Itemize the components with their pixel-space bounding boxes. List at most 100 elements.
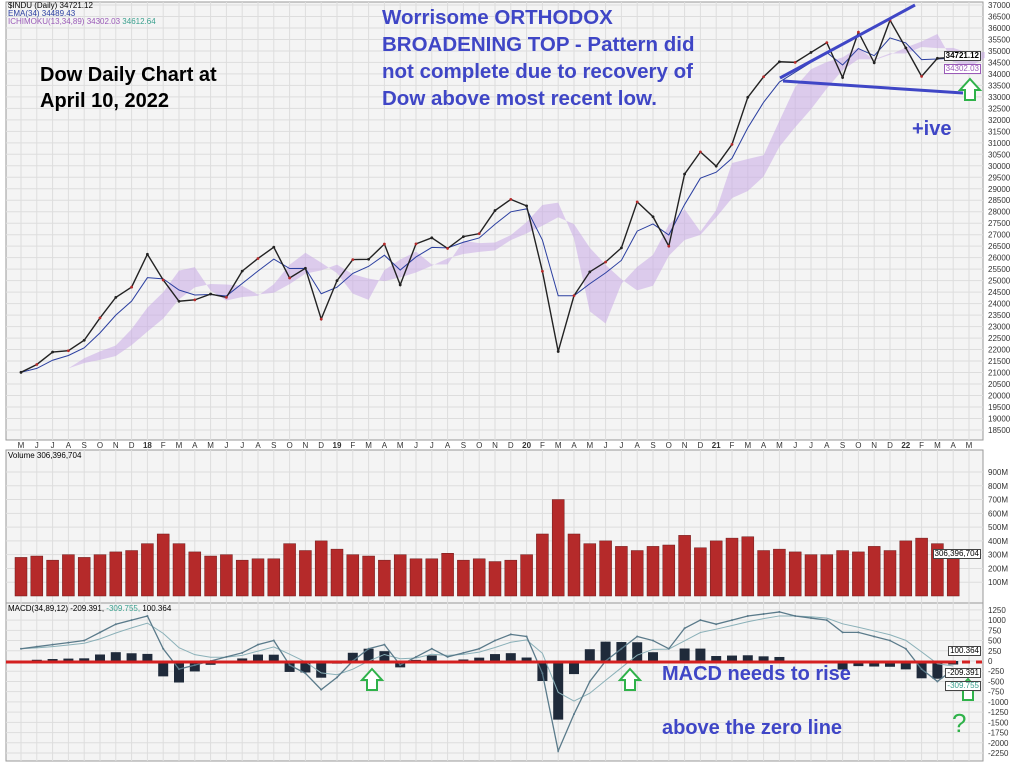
- x-tick-label: J: [414, 441, 418, 450]
- price-point: [414, 242, 418, 246]
- price-point: [920, 74, 923, 78]
- price-line: [20, 18, 954, 373]
- macd-tick-label: -750: [988, 688, 1005, 697]
- x-tick-label: M: [586, 441, 593, 450]
- volume-tick-label: 800M: [988, 482, 1008, 491]
- x-tick-label: J: [430, 441, 434, 450]
- volume-bar: [551, 499, 565, 597]
- price-tick-label: 21500: [988, 357, 1011, 366]
- macd-point: [462, 651, 465, 654]
- price-tick-label: 36000: [988, 24, 1011, 33]
- volume-bar: [141, 543, 154, 597]
- macd-point: [130, 619, 133, 622]
- chart-title-annotation: Dow Daily Chart at April 10, 2022: [40, 62, 217, 114]
- macd-point: [67, 641, 70, 644]
- macd-point: [415, 655, 417, 658]
- macd-histogram-bar: [727, 655, 737, 661]
- macd-point: [399, 664, 402, 667]
- price-point: [462, 235, 465, 239]
- macd-histogram-bar: [316, 661, 327, 678]
- volume-bar: [694, 547, 707, 597]
- macd-histogram-bar: [158, 661, 169, 677]
- up-arrow-icon: [617, 667, 643, 691]
- x-tick-label: M: [207, 441, 214, 450]
- x-tick-label: A: [445, 441, 451, 450]
- ichimoku-legend: ICHIMOKU(13,34,89) 34302.03 34612.64: [8, 18, 156, 26]
- price-tick-label: 30000: [988, 162, 1011, 171]
- macd-histogram-bar: [79, 658, 90, 661]
- volume-tick-label: 700M: [988, 496, 1008, 505]
- macd-point: [841, 631, 844, 634]
- macd-histogram-bar: [426, 655, 437, 661]
- price-tick-label: 29000: [988, 185, 1011, 194]
- volume-bar: [14, 557, 28, 597]
- macd-tick-label: -2250: [988, 749, 1009, 758]
- macd-tick-label: -1250: [988, 708, 1009, 717]
- macd-point: [557, 749, 560, 752]
- x-tick-label: J: [51, 441, 55, 450]
- macd-legend: MACD(34,89,12) -209.391, -309.755, 100.3…: [8, 605, 171, 613]
- macd-point: [336, 676, 338, 679]
- macd-line: [20, 611, 954, 754]
- price-tick-label: 27500: [988, 219, 1011, 228]
- price-point: [667, 244, 671, 248]
- price-point: [225, 295, 228, 299]
- x-tick-label: A: [192, 441, 198, 450]
- price-point: [541, 269, 544, 273]
- x-tick-label: O: [666, 441, 672, 450]
- price-tick-label: 23000: [988, 323, 1011, 332]
- price-tick-label: 24000: [988, 300, 1011, 309]
- price-tick-label: 35000: [988, 47, 1011, 56]
- up-arrow-icon: [359, 667, 385, 691]
- price-tick-label: 30500: [988, 150, 1011, 159]
- macd-point: [715, 623, 718, 626]
- volume-legend-label: Volume 306,396,704: [8, 451, 82, 460]
- ichimoku-legend-label: ICHIMOKU(13,34,89) 34302.03: [8, 17, 121, 26]
- price-point: [383, 242, 386, 246]
- macd-histogram-bar: [458, 659, 469, 661]
- x-tick-label: J: [240, 441, 244, 450]
- x-tick-label: D: [698, 441, 704, 450]
- macd-point: [873, 635, 876, 638]
- volume-bar: [220, 554, 233, 597]
- macd-histogram-bar: [490, 654, 500, 661]
- macd-histogram-bar: [95, 654, 105, 661]
- macd-histogram-bar: [411, 659, 421, 661]
- price-tick-label: 34000: [988, 70, 1011, 79]
- volume-bar: [156, 533, 170, 597]
- macd-point: [762, 612, 765, 615]
- x-tick-label: J: [793, 441, 797, 450]
- macd-value-box: -209.391: [945, 668, 981, 678]
- x-tick-label: F: [161, 441, 166, 450]
- macd-histogram-bar: [869, 661, 880, 667]
- x-tick-label: M: [744, 441, 751, 450]
- macd-point: [288, 664, 291, 667]
- volume-bar: [725, 537, 739, 597]
- x-tick-label: O: [855, 441, 861, 450]
- price-point: [604, 260, 607, 264]
- price-point: [746, 95, 750, 99]
- macd-point: [178, 668, 180, 671]
- price-point: [161, 278, 165, 282]
- price-value-box: 34721.12: [943, 51, 981, 61]
- macd-point: [920, 668, 923, 671]
- volume-bar: [30, 555, 44, 597]
- volume-bar: [283, 543, 296, 597]
- x-tick-label: M: [397, 441, 404, 450]
- macd-histogram-bar: [900, 661, 911, 670]
- price-point: [825, 41, 829, 45]
- price-point: [319, 317, 323, 321]
- macd-histogram-bar: [31, 659, 42, 661]
- price-tick-label: 25000: [988, 277, 1011, 286]
- volume-bar: [504, 559, 518, 597]
- volume-bar: [867, 546, 881, 597]
- macd-point: [446, 655, 449, 658]
- price-tick-label: 19500: [988, 403, 1011, 412]
- x-tick-label: O: [97, 441, 103, 450]
- price-legend-label: $INDU (Daily) 34721.12: [8, 1, 93, 10]
- x-tick-label: F: [350, 441, 355, 450]
- price-point: [351, 258, 355, 261]
- macd-histogram-bar: [632, 642, 643, 661]
- macd-histogram-bar: [505, 653, 516, 661]
- macd-point: [430, 647, 433, 650]
